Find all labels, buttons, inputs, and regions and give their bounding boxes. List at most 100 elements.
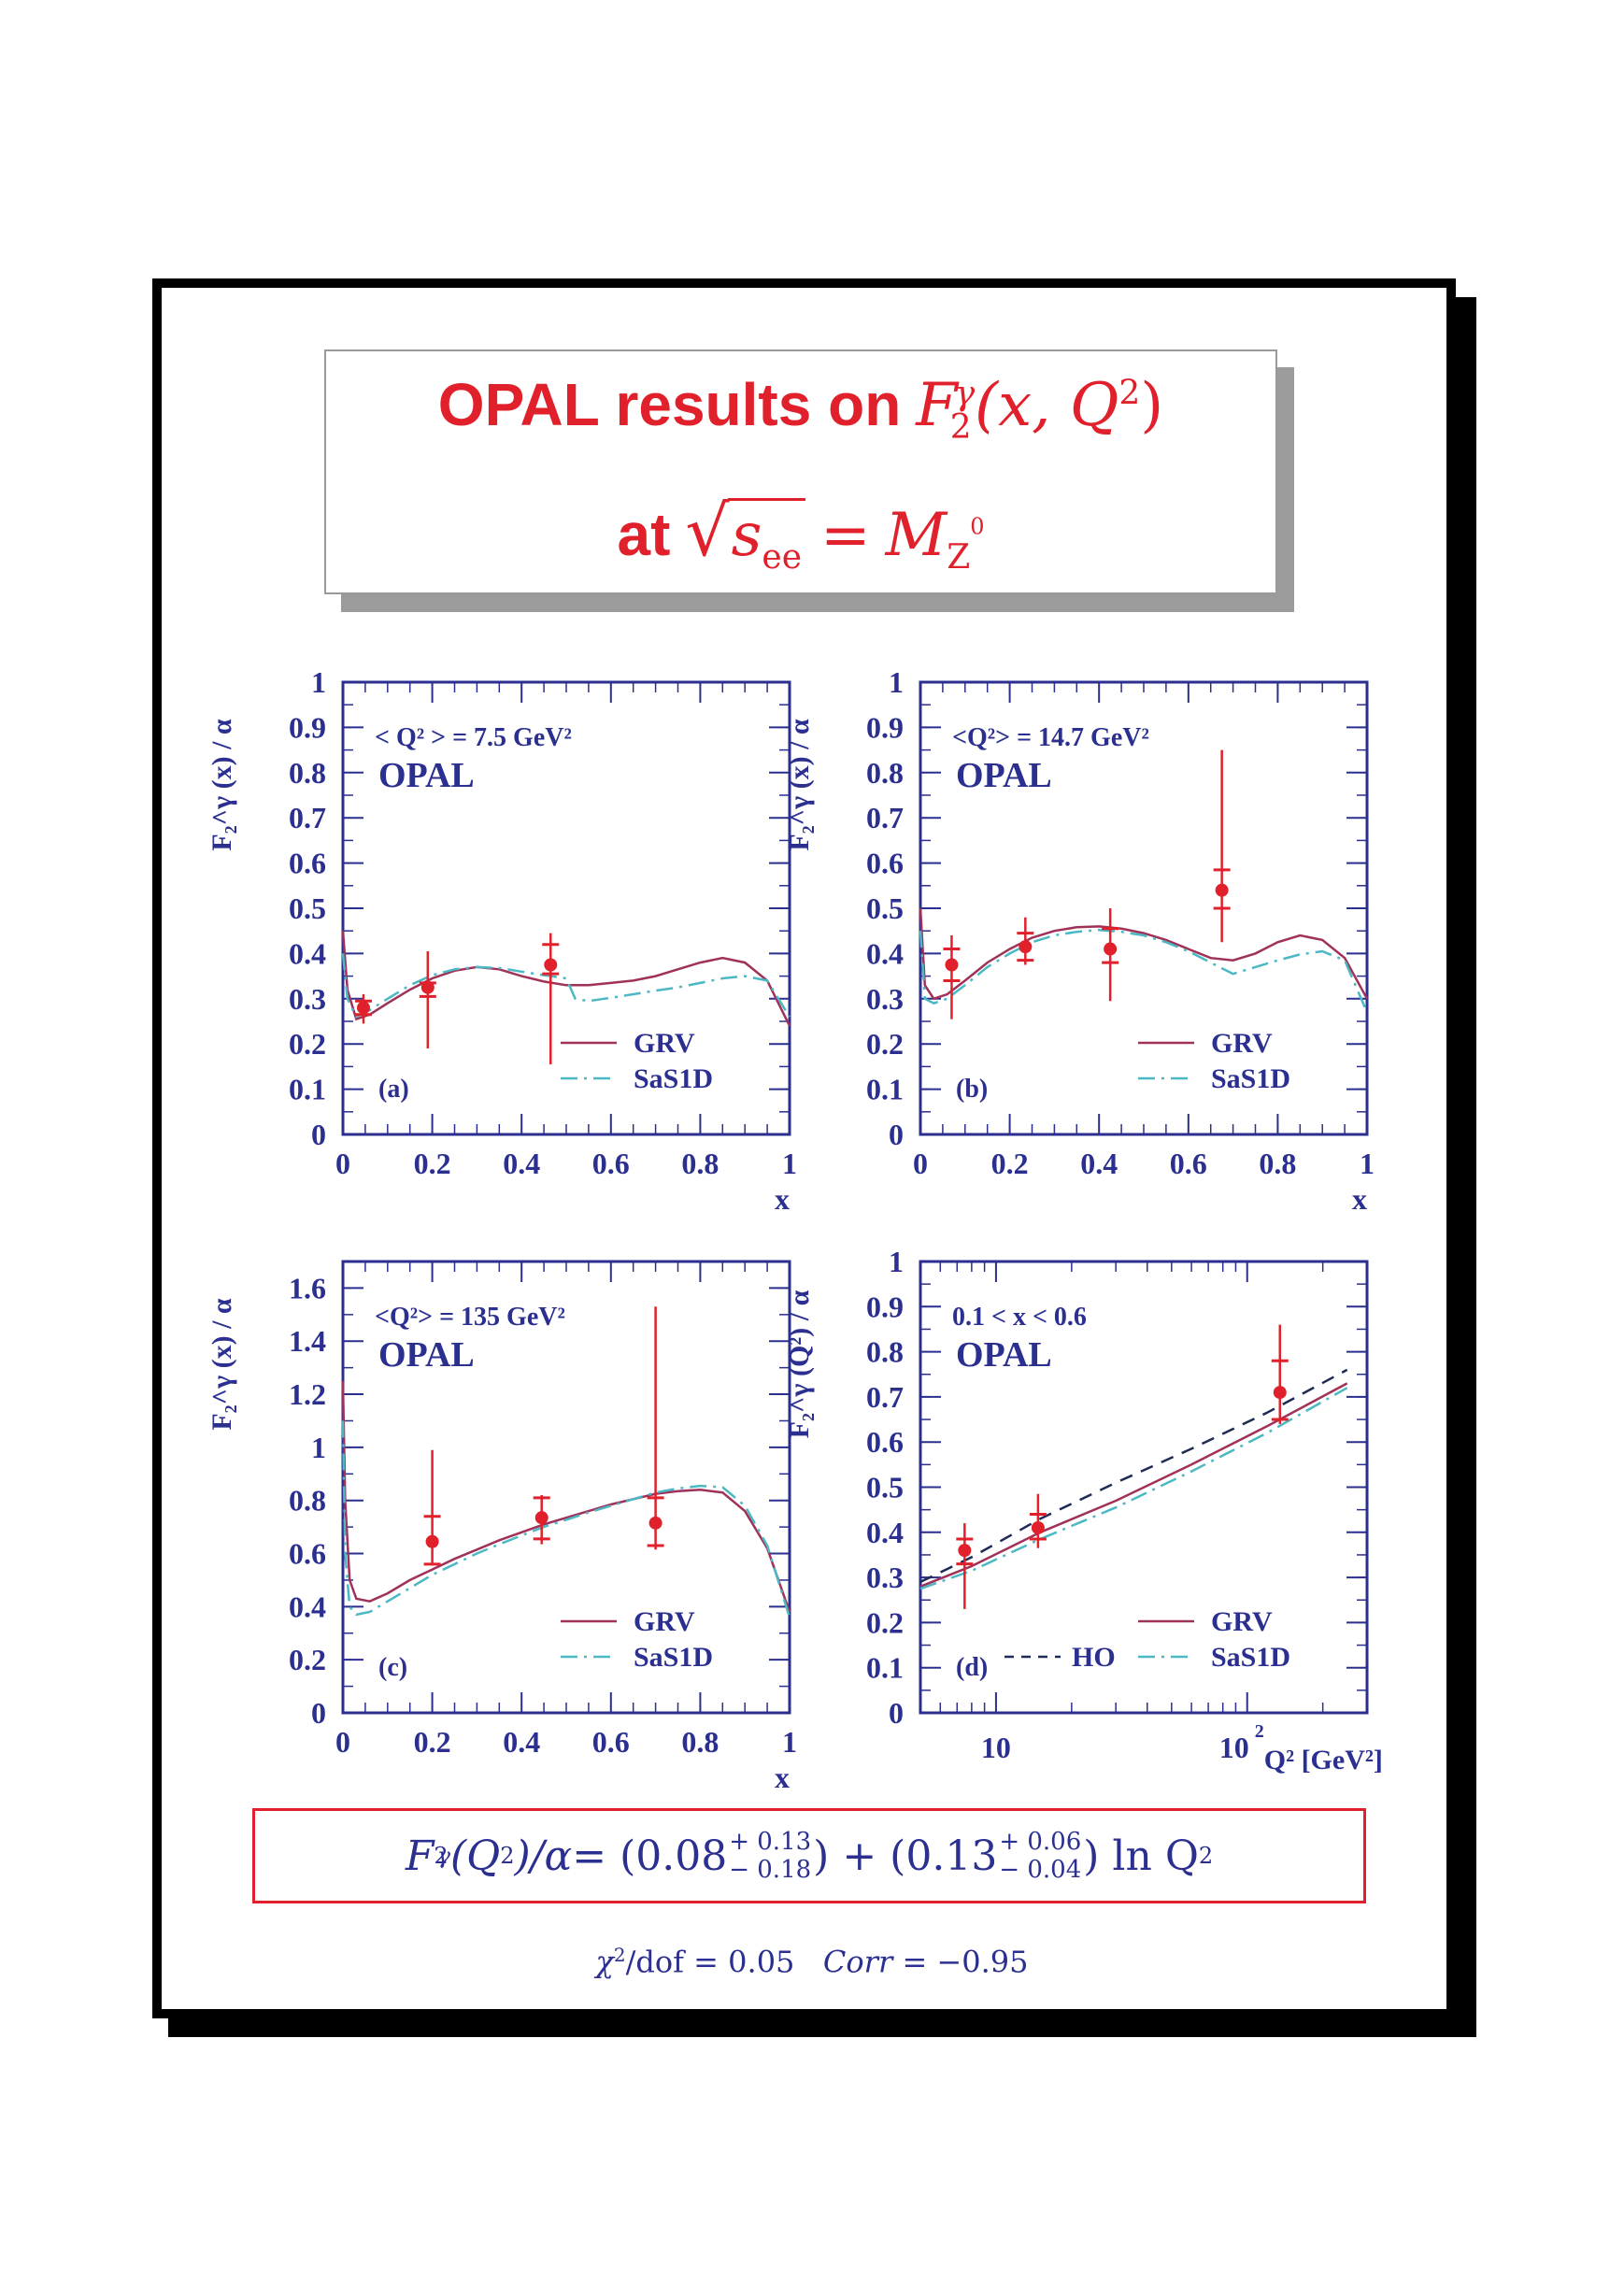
y-tick-label: 0.3 xyxy=(289,982,326,1016)
y-tick-label: 0.6 xyxy=(289,1537,326,1571)
y-tick-label: 0.4 xyxy=(866,1516,904,1549)
formula-args: (Q xyxy=(449,1832,501,1880)
y-tick-label: 0.6 xyxy=(289,847,326,880)
sqrt-content: see xyxy=(727,498,806,577)
experiment-label: OPAL xyxy=(378,1335,475,1375)
data-point xyxy=(1215,883,1229,897)
y-tick-label: 0.8 xyxy=(866,756,904,790)
title-line-1: OPAL results on F2γ(x, Q2) xyxy=(326,370,1275,447)
formula-c1-down: − 0.18 xyxy=(729,1856,812,1884)
fit-formula: F 2 γ (Q 2)/α = (0.08 + 0.13− 0.18) + (0.13 + … xyxy=(252,1808,1366,1903)
data-point xyxy=(544,958,558,972)
x-tick-label: 10 xyxy=(981,1731,1011,1764)
x-tick-label: 0.6 xyxy=(592,1725,630,1759)
formula-f-sub: 2 xyxy=(434,1843,449,1869)
data-point xyxy=(420,980,434,994)
y-tick-label: 0.9 xyxy=(289,710,326,744)
experiment-label: OPAL xyxy=(378,756,475,795)
x-tick-label: 0.4 xyxy=(1080,1147,1118,1180)
panel-label: (a) xyxy=(378,1075,409,1104)
data-point xyxy=(1104,942,1118,956)
x-tick-label: 1 xyxy=(1360,1147,1375,1180)
data-point xyxy=(945,958,959,972)
formula-c2-up: + 0.06 xyxy=(999,1828,1082,1856)
title-args: (x, Q xyxy=(975,371,1119,440)
y-tick-label: 0.9 xyxy=(866,1290,904,1323)
formula-c2-errors: + 0.06− 0.04 xyxy=(999,1828,1081,1884)
title-m-sub: Z xyxy=(947,537,971,577)
annotation-q2: <Q²> = 135 GeV² xyxy=(375,1303,565,1332)
title-at: at xyxy=(617,501,671,568)
y-tick-label: 0.6 xyxy=(866,847,904,880)
y-tick-label: 0.5 xyxy=(866,1471,904,1504)
experiment-label: OPAL xyxy=(956,756,1052,795)
y-axis-label: F₂^γ (x) / α xyxy=(784,719,815,851)
y-tick-label: 0.8 xyxy=(866,1335,904,1369)
x-tick-label: 0.2 xyxy=(414,1147,451,1180)
curve-grv xyxy=(341,1380,791,1613)
y-tick-label: 0.2 xyxy=(866,1027,904,1061)
data-point xyxy=(1273,1386,1287,1400)
y-tick-label: 1.6 xyxy=(289,1271,326,1304)
curve-grv xyxy=(341,931,791,1027)
legend-label-grv: GRV xyxy=(1211,1606,1273,1637)
formula-eq: = (0.08 xyxy=(572,1832,728,1880)
title-args-sup: 2 xyxy=(1118,374,1141,413)
curve-grv xyxy=(919,907,1369,1001)
y-tick-label: 1 xyxy=(311,665,326,699)
y-axis-label: F₂^γ (Q²) / α xyxy=(784,1290,815,1438)
x-tick-label: 0.6 xyxy=(1170,1147,1207,1180)
y-tick-label: 0.7 xyxy=(289,801,326,834)
annotation-q2: 0.1 < x < 0.6 xyxy=(952,1303,1087,1332)
y-tick-label: 0.4 xyxy=(866,936,904,970)
y-tick-label: 0 xyxy=(889,1696,904,1730)
y-tick-label: 0.7 xyxy=(866,801,904,834)
x-tick-label: 0 xyxy=(335,1147,350,1180)
legend-label-grv: GRV xyxy=(1211,1028,1273,1059)
sqrt-sign: √ xyxy=(685,492,730,572)
data-point xyxy=(1019,940,1033,954)
formula-tail-sup: 2 xyxy=(1198,1843,1214,1869)
title-text: OPAL results on xyxy=(437,371,902,438)
data-point xyxy=(425,1534,439,1548)
y-tick-label: 0.1 xyxy=(866,1651,904,1685)
legend-label-grv: GRV xyxy=(634,1606,695,1637)
formula-f-sup: γ xyxy=(436,1843,450,1869)
title-args-close: ) xyxy=(1140,371,1164,440)
x-tick-label: 0.8 xyxy=(681,1725,719,1759)
y-tick-label: 1.4 xyxy=(289,1324,326,1358)
data-point xyxy=(534,1511,548,1525)
x-tick-label: 0.2 xyxy=(991,1147,1029,1180)
legend-label-sas1d: SaS1D xyxy=(634,1063,713,1094)
x-tick-label: 0.4 xyxy=(503,1725,540,1759)
y-tick-label: 0.6 xyxy=(866,1425,904,1459)
y-tick-label: 0.5 xyxy=(289,891,326,925)
x-axis-label: x xyxy=(775,1182,790,1216)
x-tick-label: 0.8 xyxy=(1259,1147,1296,1180)
x-tick-label: 1 xyxy=(782,1147,797,1180)
formula-f: F xyxy=(405,1832,434,1880)
x-tick-label: 0 xyxy=(913,1147,928,1180)
legend-label-sas1d: SaS1D xyxy=(634,1642,713,1673)
title-m: M xyxy=(885,501,947,570)
legend-label-sas1d: SaS1D xyxy=(1211,1642,1290,1673)
y-tick-label: 0.8 xyxy=(289,756,326,790)
chi-symbol: χ xyxy=(595,1944,614,1980)
data-point xyxy=(1031,1520,1045,1534)
curve-sas1d xyxy=(919,928,1369,1013)
panel-label: (b) xyxy=(956,1075,988,1104)
fit-quality: χ2/dof = 0.05 Corr = −0.95 xyxy=(0,1944,1624,1980)
y-tick-label: 0 xyxy=(889,1118,904,1151)
chart-panel-d: 0 0.1 0.2 0.3 0.4 0.5 0.6 0.7 0.8 0.9 1 10 10 2Q² [Ge… xyxy=(784,1245,1383,1775)
x-tick-label: 0.8 xyxy=(681,1147,719,1180)
y-tick-label: 0.4 xyxy=(289,936,326,970)
data-point xyxy=(958,1544,972,1558)
y-axis-label: F₂^γ (x) / α xyxy=(207,1298,237,1431)
y-tick-label: 0.2 xyxy=(866,1605,904,1639)
chart-panel-a: 0 0.1 0.2 0.3 0.4 0.5 0.6 0.7 0.8 0.9 1 0 0.2 0.4 0.6 0… xyxy=(207,665,797,1216)
corr-label: Corr xyxy=(822,1944,893,1980)
y-tick-label: 0.7 xyxy=(866,1380,904,1414)
formula-args-sup: 2 xyxy=(500,1843,515,1869)
formula-close: )/α xyxy=(514,1832,573,1880)
y-tick-label: 0.3 xyxy=(866,1561,904,1594)
